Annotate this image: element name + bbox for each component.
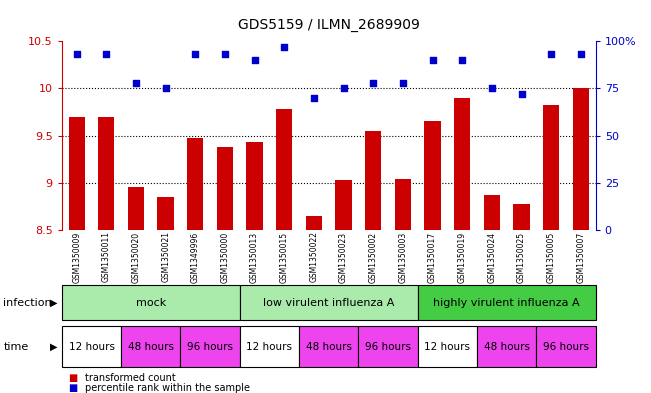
Text: 12 hours: 12 hours bbox=[68, 342, 115, 352]
Text: ■: ■ bbox=[68, 373, 77, 383]
Bar bbox=[359, 326, 418, 367]
Text: GSM1350000: GSM1350000 bbox=[221, 231, 229, 283]
Text: GSM1350007: GSM1350007 bbox=[576, 231, 585, 283]
Bar bbox=[187, 138, 204, 230]
Bar bbox=[573, 88, 589, 230]
Point bbox=[427, 57, 437, 63]
Text: GSM1350009: GSM1350009 bbox=[72, 231, 81, 283]
Text: ▶: ▶ bbox=[49, 298, 57, 308]
Text: GSM1350003: GSM1350003 bbox=[398, 231, 408, 283]
Bar bbox=[121, 326, 180, 367]
Bar bbox=[62, 285, 240, 320]
Text: ■: ■ bbox=[68, 383, 77, 393]
Text: GSM1350011: GSM1350011 bbox=[102, 231, 111, 283]
Bar bbox=[418, 326, 477, 367]
Text: GSM1350017: GSM1350017 bbox=[428, 231, 437, 283]
Point bbox=[398, 80, 408, 86]
Point bbox=[339, 85, 349, 92]
Text: GSM1350013: GSM1350013 bbox=[250, 231, 259, 283]
Text: GSM1350015: GSM1350015 bbox=[280, 231, 289, 283]
Text: GSM1350019: GSM1350019 bbox=[458, 231, 467, 283]
Bar bbox=[543, 105, 559, 230]
Text: 96 hours: 96 hours bbox=[187, 342, 233, 352]
Text: infection: infection bbox=[3, 298, 52, 308]
Point bbox=[131, 80, 141, 86]
Text: GSM1350024: GSM1350024 bbox=[488, 231, 496, 283]
Text: GSM1350025: GSM1350025 bbox=[517, 231, 526, 283]
Bar bbox=[536, 326, 596, 367]
Text: 12 hours: 12 hours bbox=[424, 342, 471, 352]
Bar bbox=[276, 109, 292, 230]
Point bbox=[546, 51, 557, 58]
Text: 48 hours: 48 hours bbox=[306, 342, 352, 352]
Bar bbox=[454, 98, 471, 230]
Point bbox=[457, 57, 467, 63]
Point bbox=[160, 85, 171, 92]
Text: ▶: ▶ bbox=[49, 342, 57, 352]
Text: GSM1349996: GSM1349996 bbox=[191, 231, 200, 283]
Point bbox=[101, 51, 111, 58]
Bar bbox=[484, 195, 500, 230]
Bar bbox=[418, 285, 596, 320]
Bar bbox=[68, 117, 85, 230]
Point bbox=[279, 44, 290, 50]
Text: GSM1350021: GSM1350021 bbox=[161, 231, 170, 283]
Bar bbox=[514, 204, 530, 230]
Bar bbox=[247, 142, 263, 230]
Bar bbox=[395, 179, 411, 230]
Text: 96 hours: 96 hours bbox=[543, 342, 589, 352]
Text: GSM1350005: GSM1350005 bbox=[547, 231, 556, 283]
Text: GSM1350002: GSM1350002 bbox=[368, 231, 378, 283]
Text: highly virulent influenza A: highly virulent influenza A bbox=[434, 298, 580, 308]
Bar bbox=[365, 131, 381, 230]
Text: 48 hours: 48 hours bbox=[128, 342, 174, 352]
Bar bbox=[299, 326, 359, 367]
Bar bbox=[424, 121, 441, 230]
Point bbox=[487, 85, 497, 92]
Text: 12 hours: 12 hours bbox=[247, 342, 292, 352]
Bar bbox=[128, 187, 144, 230]
Bar bbox=[240, 285, 418, 320]
Text: percentile rank within the sample: percentile rank within the sample bbox=[85, 383, 249, 393]
Text: 96 hours: 96 hours bbox=[365, 342, 411, 352]
Bar bbox=[180, 326, 240, 367]
Point bbox=[72, 51, 82, 58]
Text: GSM1350022: GSM1350022 bbox=[309, 231, 318, 283]
Text: mock: mock bbox=[135, 298, 166, 308]
Text: GSM1350023: GSM1350023 bbox=[339, 231, 348, 283]
Text: GDS5159 / ILMN_2689909: GDS5159 / ILMN_2689909 bbox=[238, 18, 420, 32]
Point bbox=[220, 51, 230, 58]
Text: low virulent influenza A: low virulent influenza A bbox=[263, 298, 395, 308]
Point bbox=[190, 51, 201, 58]
Point bbox=[368, 80, 378, 86]
Bar bbox=[335, 180, 352, 230]
Bar bbox=[477, 326, 536, 367]
Text: 48 hours: 48 hours bbox=[484, 342, 530, 352]
Bar bbox=[217, 147, 233, 230]
Text: time: time bbox=[3, 342, 29, 352]
Point bbox=[575, 51, 586, 58]
Bar bbox=[306, 216, 322, 230]
Bar bbox=[98, 117, 115, 230]
Text: transformed count: transformed count bbox=[85, 373, 175, 383]
Point bbox=[309, 95, 319, 101]
Bar bbox=[158, 197, 174, 230]
Bar bbox=[62, 326, 121, 367]
Text: GSM1350020: GSM1350020 bbox=[132, 231, 141, 283]
Bar bbox=[240, 326, 299, 367]
Point bbox=[249, 57, 260, 63]
Point bbox=[516, 91, 527, 97]
